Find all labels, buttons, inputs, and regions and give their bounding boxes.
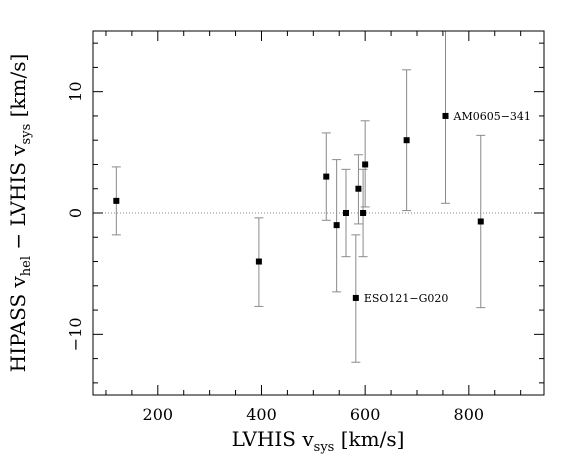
- x-axis-title: LVHIS vsys [km/s]: [232, 427, 405, 455]
- data-point: [362, 161, 368, 167]
- data-point: [343, 210, 349, 216]
- data-point: [334, 222, 340, 228]
- data-point: [353, 295, 359, 301]
- x-tick-label: 800: [454, 405, 485, 424]
- y-axis-title: HIPASS vhel − LVHIS vsys [km/s]: [6, 54, 34, 373]
- y-tick-label: 10: [66, 81, 85, 101]
- y-tick-label: 0: [66, 208, 85, 218]
- annotations: AM0605−341 ESO121−G020: [364, 110, 531, 305]
- y-tick-label: −10: [66, 317, 85, 351]
- x-tick-label: 200: [143, 405, 174, 424]
- data-point: [404, 137, 410, 143]
- plot-area: [93, 31, 544, 362]
- x-tick-label: 600: [350, 405, 381, 424]
- point-annotation: AM0605−341: [453, 110, 531, 123]
- data-point: [443, 113, 449, 119]
- data-point: [478, 218, 484, 224]
- data-point: [256, 259, 262, 265]
- data-point: [323, 174, 329, 180]
- point-annotation: ESO121−G020: [364, 292, 449, 305]
- data-point: [360, 210, 366, 216]
- data-point: [355, 186, 361, 192]
- tick-labels: 200 400 600 800 −10 0 10: [66, 81, 484, 424]
- x-tick-label: 400: [246, 405, 277, 424]
- data-point: [113, 198, 119, 204]
